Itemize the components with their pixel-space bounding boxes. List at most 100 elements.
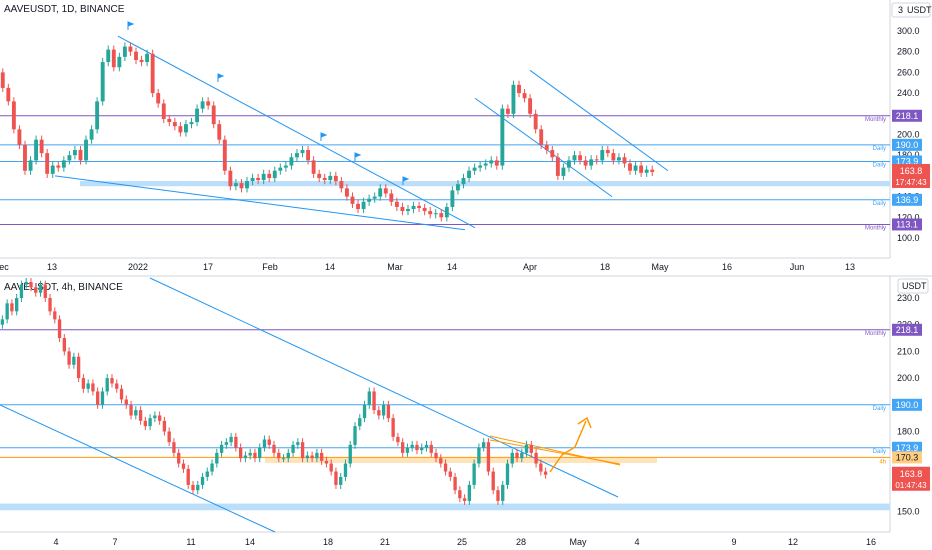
candle-body [245,181,249,189]
candle-body [189,122,194,125]
candle-body [56,165,61,168]
y-tick-label: 200.0 [897,373,920,383]
candle-body [234,436,238,448]
candle-body [206,101,211,106]
candle-body [605,150,610,154]
candle-body [429,444,433,453]
top-scale-label[interactable]: 3 USDT [891,2,932,18]
x-tick-label: 28 [516,537,526,547]
candle-body [129,404,133,416]
x-tick-label: 14 [447,262,457,272]
candle-body [283,165,288,168]
price-label-box [892,398,922,411]
trendline [149,277,619,498]
x-tick-label: 9 [731,537,736,547]
candle-body [496,490,500,501]
x-tick-label: 17 [203,262,213,272]
candle-body [228,170,233,187]
candle-body [616,157,621,161]
candle-body [467,170,471,178]
price-label-box [892,441,922,454]
candle-body [211,105,216,125]
bottom-currency-label[interactable]: USDT [897,278,929,294]
candle-body [172,442,176,453]
candle-body [377,410,381,416]
candle-body [511,84,516,114]
candle-body [639,165,644,173]
candle-body [510,452,514,464]
candle-body [489,160,494,164]
candle-body [524,444,529,453]
candle-body [267,173,272,178]
candle-body [286,452,290,459]
candle-body [520,452,524,459]
x-tick-label: 13 [47,262,57,272]
candle-body [34,139,39,161]
x-tick-label: 18 [600,262,610,272]
candle-body [461,177,466,185]
candle-body [200,476,205,485]
candle-body [39,139,44,154]
candle-body [253,452,257,459]
x-tick-label: May [569,537,587,547]
candle-body [186,468,190,485]
x-tick-label: Feb [262,262,278,272]
bottom-chart-title: AAVEUSDT, 4h, BINANCE [4,282,123,293]
candle-body [84,139,88,161]
candle-body [348,444,352,464]
candle-body [267,439,271,445]
candle-body [543,471,548,475]
flag-marker [320,132,328,141]
candle-body [156,93,161,104]
x-tick-label: 4 [53,537,58,547]
candle-body [333,175,338,182]
candle-body [0,319,5,325]
current-price-box [892,466,930,491]
level-tag: Daily [873,449,886,455]
candle-body [515,452,519,459]
candle-body [219,444,224,453]
x-tick-label: 25 [457,537,467,547]
candle-body [334,471,338,485]
candle-body [633,165,638,171]
candle-body [89,129,94,140]
candle-body [143,420,148,427]
candle-body [394,201,399,207]
y-tick-label: 200.0 [897,130,920,140]
price-label: 136.9 [896,195,919,205]
trendline [0,404,276,533]
candle-body [544,144,549,151]
candle-body [205,471,209,477]
candle-body [61,160,66,168]
price-label-box [892,138,922,151]
candle-body [86,383,90,389]
candle-body [139,59,144,63]
y-tick-label: 230.0 [897,293,920,303]
price-label-box [892,193,922,206]
candle-body [317,173,322,178]
candle-body [491,471,495,491]
candle-body [339,476,343,485]
x-tick-label: 12 [788,537,798,547]
candle-body [150,53,155,94]
candle-body [138,410,143,421]
candle-body [110,378,114,384]
candle-body [328,175,333,181]
candle-body [422,207,427,212]
candle-body [181,463,186,469]
candle-body [456,184,460,191]
candle-body [81,378,86,389]
candle-body [339,181,344,189]
flag-marker [354,152,362,161]
candle-body [50,165,55,174]
candle-body [505,108,510,114]
candle-body [161,103,166,119]
x-tick-label: 18 [323,537,333,547]
candle-body [650,169,655,172]
candle-body [196,484,200,491]
candle-body [239,183,244,189]
level-tag: 4h [879,459,886,465]
candle-body [106,49,111,63]
countdown-label: 17:47:43 [895,178,927,187]
